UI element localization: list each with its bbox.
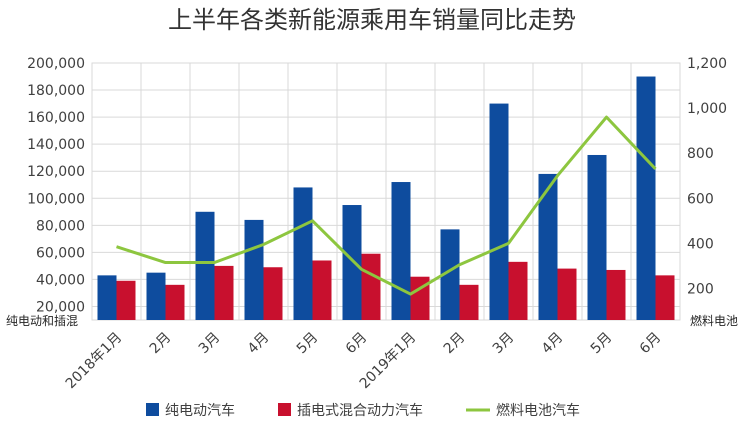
left-tick-label-3: 80,000 <box>36 218 85 234</box>
left-tick-label-9: 200,000 <box>27 56 85 72</box>
bar-1-4 <box>312 260 332 320</box>
category-label-11: 6月 <box>637 330 665 358</box>
left-tick-label-7: 160,000 <box>27 110 85 126</box>
legend-swatch-0 <box>146 403 159 416</box>
bar-1-2 <box>214 265 234 320</box>
line-layer <box>116 115 657 296</box>
right-tick-label-4: 1,000 <box>687 101 727 117</box>
bar-0-5 <box>342 205 362 320</box>
left-tick-label-6: 140,000 <box>27 137 85 153</box>
right-axis-ticks: 200 400 600 800 1,000 1,200 <box>687 56 727 297</box>
grid-lines <box>91 62 681 321</box>
bar-1-5 <box>361 253 381 320</box>
bar-0-3 <box>244 219 264 320</box>
category-label-0: 2018年1月 <box>63 330 126 393</box>
bar-0-6 <box>391 182 411 320</box>
left-tick-label-4: 100,000 <box>27 191 85 207</box>
legend-swatch-1 <box>278 403 291 416</box>
bar-1-11 <box>655 275 675 320</box>
bar-0-0 <box>97 275 117 320</box>
right-tick-label-3: 800 <box>687 146 714 162</box>
left-tick-label-2: 60,000 <box>36 245 85 261</box>
bar-0-9 <box>538 173 558 320</box>
right-tick-label-0: 200 <box>687 281 714 297</box>
bar-0-11 <box>636 76 656 321</box>
bar-1-6 <box>410 276 430 320</box>
bar-1-8 <box>508 261 528 320</box>
bar-1-10 <box>606 269 626 320</box>
right-tick-label-2: 600 <box>687 191 714 207</box>
category-label-5: 6月 <box>343 330 371 358</box>
legend: 纯电动汽车 插电式混合动力汽车 燃料电池汽车 <box>146 402 580 419</box>
chart-title: 上半年各类新能源乘用车销量同比走势 <box>168 6 576 34</box>
right-axis-label: 燃料电池 <box>690 313 738 328</box>
right-tick-label-5: 1,200 <box>687 56 727 72</box>
category-label-3: 4月 <box>245 330 273 358</box>
bar-1-7 <box>459 284 479 320</box>
bar-1-0 <box>116 280 136 320</box>
bar-0-1 <box>146 272 166 320</box>
legend-label-2: 燃料电池汽车 <box>496 402 580 419</box>
left-tick-label-8: 180,000 <box>27 83 85 99</box>
left-tick-label-1: 40,000 <box>36 272 85 288</box>
bar-1-9 <box>557 268 577 320</box>
left-axis-ticks: 20,000 40,000 60,000 80,000 100,000 120,000 14… <box>27 56 85 315</box>
category-label-10: 5月 <box>588 330 616 358</box>
right-tick-label-1: 400 <box>687 236 714 252</box>
category-label-8: 3月 <box>490 330 518 358</box>
bar-0-2 <box>195 211 215 320</box>
category-label-2: 3月 <box>196 330 224 358</box>
left-axis-label: 纯电动和插混 <box>6 314 78 328</box>
legend-label-0: 纯电动汽车 <box>165 402 235 419</box>
bar-1-1 <box>165 284 185 320</box>
category-label-7: 2月 <box>441 330 469 358</box>
legend-label-1: 插电式混合动力汽车 <box>297 402 423 419</box>
category-label-4: 5月 <box>294 330 322 358</box>
bar-0-7 <box>440 229 460 320</box>
category-label-1: 2月 <box>147 330 175 358</box>
bar-0-8 <box>489 103 509 320</box>
bar-0-4 <box>293 187 313 320</box>
bar-1-3 <box>263 267 283 320</box>
fuel-cell-line <box>116 115 657 296</box>
bar-0-10 <box>587 154 607 320</box>
left-tick-label-5: 120,000 <box>27 164 85 180</box>
left-tick-label-0: 20,000 <box>36 299 85 315</box>
category-label-9: 4月 <box>539 330 567 358</box>
